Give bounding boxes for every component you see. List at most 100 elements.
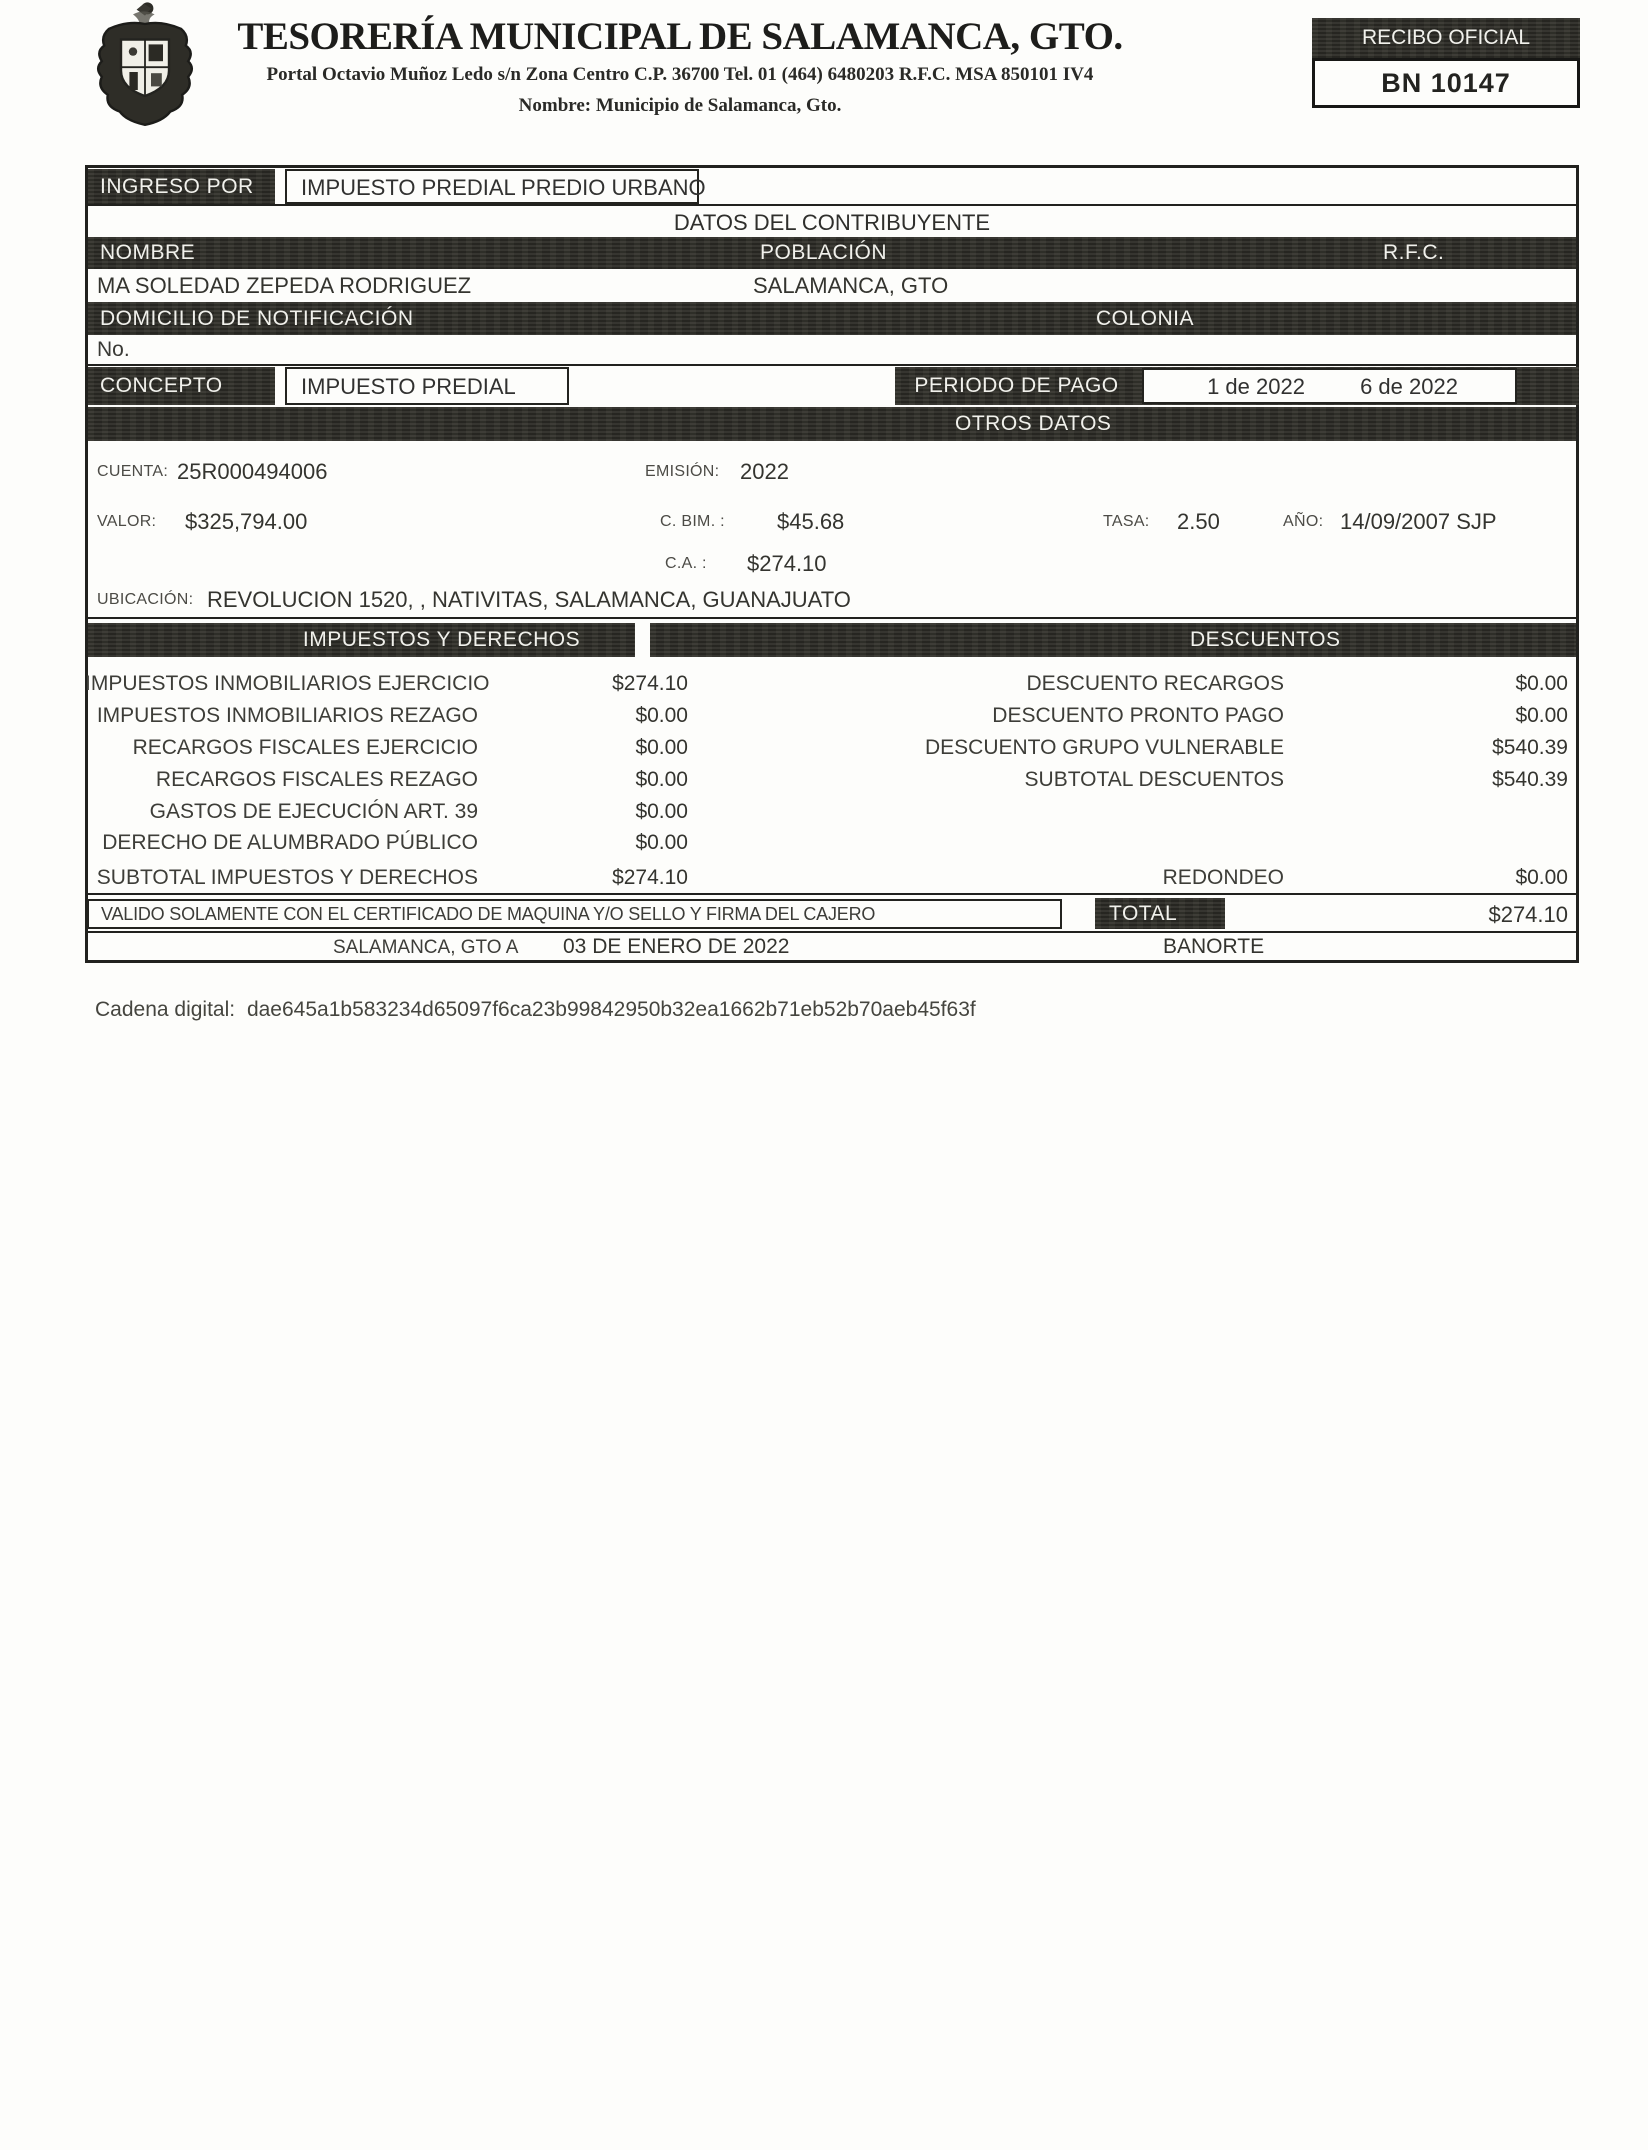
emision-label: EMISIÓN: — [645, 463, 720, 480]
contribuyente-section-title: DATOS DEL CONTRIBUYENTE — [673, 210, 991, 235]
ingreso-por-cell: INGRESO POR — [88, 169, 275, 204]
cadena-digital-value: dae645a1b583234d65097f6ca23b99842950b32e… — [246, 998, 976, 1021]
impuesto-item-value: $0.00 — [635, 768, 688, 791]
otros-datos-title: OTROS DATOS — [955, 412, 1112, 435]
impuesto-item-value: $0.00 — [635, 800, 688, 823]
total-label: TOTAL — [1109, 902, 1178, 925]
nombre-label: NOMBRE — [100, 241, 196, 264]
impuesto-item-label: RECARGOS FISCALES REZAGO — [155, 768, 478, 791]
cbim-label: C. BIM. : — [660, 513, 725, 530]
impuesto-item-label: IMPUESTOS INMOBILIARIOS EJERCICIO — [85, 672, 490, 695]
redondeo-value: $0.00 — [1515, 866, 1568, 889]
descuento-item-value: $540.39 — [1492, 736, 1568, 759]
descuentos-header-bar: DESCUENTOS — [650, 623, 1576, 657]
nombre-value: MA SOLEDAD ZEPEDA RODRIGUEZ — [97, 273, 472, 298]
descuento-item-label: DESCUENTO RECARGOS — [1026, 672, 1285, 695]
poblacion-label: POBLACIÓN — [760, 241, 888, 264]
descuento-item-value: $0.00 — [1515, 672, 1568, 695]
descuento-item-label: DESCUENTO PRONTO PAGO — [992, 704, 1284, 727]
periodo-values-cell: 1 de 2022 6 de 2022 — [1142, 368, 1517, 404]
cuenta-label: CUENTA: — [97, 463, 169, 480]
cadena-digital-line: Cadena digital: dae645a1b583234d65097f6c… — [95, 998, 976, 1022]
impuesto-item-value: $274.10 — [612, 672, 688, 695]
impuestos-section-title: IMPUESTOS Y DERECHOS — [302, 628, 581, 651]
total-value: $274.10 — [1488, 902, 1568, 927]
receipt-official-label: RECIBO OFICIAL — [1312, 18, 1580, 58]
periodo-pago-label: PERIODO DE PAGO — [914, 374, 1119, 397]
receipt-body-table: INGRESO POR IMPUESTO PREDIAL PREDIO URBA… — [85, 165, 1579, 963]
row-separator — [85, 204, 1579, 206]
impuesto-subtotal-value: $274.10 — [612, 866, 688, 889]
ingreso-por-value: IMPUESTO PREDIAL PREDIO URBANO — [301, 175, 706, 200]
ingreso-por-label: INGRESO POR — [100, 175, 254, 198]
otros-datos-content: CUENTA: 25R000494006 EMISIÓN: 2022 VALOR… — [85, 441, 1579, 617]
impuesto-subtotal-label: SUBTOTAL IMPUESTOS Y DERECHOS — [96, 866, 478, 889]
row-separator — [85, 364, 1579, 366]
header-entity-line: Nombre: Municipio de Salamanca, Gto. — [518, 95, 842, 116]
ca-value: $274.10 — [747, 551, 827, 576]
poblacion-value: SALAMANCA, GTO — [753, 273, 949, 298]
anio-value: 14/09/2007 SJP — [1340, 509, 1497, 534]
header-address-line: Portal Octavio Muñoz Ledo s/n Zona Centr… — [266, 64, 1094, 85]
periodo-pago-cell: PERIODO DE PAGO — [895, 367, 1138, 405]
banco-text: BANORTE — [1163, 935, 1265, 958]
concepto-value-cell: IMPUESTO PREDIAL — [285, 367, 569, 405]
valor-value: $325,794.00 — [185, 509, 308, 534]
domicilio-label: DOMICILIO DE NOTIFICACIÓN — [100, 307, 414, 330]
anio-label: AÑO: — [1283, 513, 1324, 530]
table-border-bottom — [85, 960, 1579, 963]
impuestos-header-bar: IMPUESTOS Y DERECHOS — [88, 623, 635, 657]
emision-value: 2022 — [740, 459, 789, 484]
colonia-label: COLONIA — [1096, 307, 1195, 330]
numero-label: No. — [97, 338, 130, 361]
ca-label: C.A. : — [665, 555, 707, 572]
coat-of-arms-icon — [97, 2, 193, 127]
descuento-item-value: $0.00 — [1515, 704, 1568, 727]
rfc-label: R.F.C. — [1383, 241, 1445, 264]
total-cell: TOTAL — [1095, 898, 1225, 929]
page-title: TESORERÍA MUNICIPAL DE SALAMANCA, GTO. — [237, 15, 1123, 58]
line-items-area: IMPUESTOS INMOBILIARIOS EJERCICIO $274.1… — [85, 657, 1579, 893]
periodo-fin-value: 6 de 2022 — [1360, 374, 1458, 399]
lugar-text: SALAMANCA, GTO A — [333, 937, 519, 958]
contribuyente-header-bar: NOMBRE POBLACIÓN R.F.C. — [88, 237, 1576, 269]
table-border-right — [1576, 165, 1579, 963]
valido-cell: VALIDO SOLAMENTE CON EL CERTIFICADO DE M… — [87, 899, 1062, 929]
impuesto-item-label: GASTOS DE EJECUCIÓN ART. 39 — [149, 800, 478, 823]
valido-text: VALIDO SOLAMENTE CON EL CERTIFICADO DE M… — [101, 904, 876, 924]
ubicacion-value: REVOLUCION 1520, , NATIVITAS, SALAMANCA,… — [207, 587, 851, 612]
concepto-cell: CONCEPTO — [88, 367, 275, 405]
impuesto-item-label: DERECHO DE ALUMBRADO PÚBLICO — [102, 831, 478, 854]
ubicacion-label: UBICACIÓN: — [97, 591, 194, 608]
descuento-subtotal-label: SUBTOTAL DESCUENTOS — [1024, 768, 1284, 791]
cbim-value: $45.68 — [777, 509, 845, 534]
row-separator — [85, 893, 1579, 895]
impuesto-item-value: $0.00 — [635, 831, 688, 854]
descuento-subtotal-value: $540.39 — [1492, 768, 1568, 791]
impuesto-item-label: RECARGOS FISCALES EJERCICIO — [132, 736, 478, 759]
row-separator — [85, 931, 1579, 933]
domicilio-header-bar: DOMICILIO DE NOTIFICACIÓN COLONIA — [88, 302, 1576, 335]
table-border-top — [85, 165, 1579, 168]
fecha-text: 03 DE ENERO DE 2022 — [563, 935, 790, 958]
concepto-value: IMPUESTO PREDIAL — [301, 374, 516, 399]
cadena-digital-label: Cadena digital: — [95, 998, 236, 1021]
impuesto-item-value: $0.00 — [635, 704, 688, 727]
impuesto-item-value: $0.00 — [635, 736, 688, 759]
valor-label: VALOR: — [97, 513, 157, 530]
concepto-label: CONCEPTO — [100, 374, 223, 397]
tasa-label: TASA: — [1103, 513, 1150, 530]
redondeo-label: REDONDEO — [1162, 866, 1284, 889]
otros-datos-bar: OTROS DATOS — [88, 407, 1576, 441]
cuenta-value: 25R000494006 — [177, 459, 328, 484]
ingreso-por-value-cell: IMPUESTO PREDIAL PREDIO URBANO — [285, 169, 706, 204]
descuentos-section-title: DESCUENTOS — [1190, 628, 1341, 651]
tasa-value: 2.50 — [1177, 509, 1220, 534]
row-separator — [85, 617, 1579, 619]
descuento-item-label: DESCUENTO GRUPO VULNERABLE — [924, 736, 1284, 759]
table-border-left — [85, 165, 88, 963]
periodo-inicio-value: 1 de 2022 — [1207, 374, 1305, 399]
official-receipt-box: RECIBO OFICIAL BN 10147 — [1312, 18, 1580, 108]
receipt-number: BN 10147 — [1312, 58, 1580, 108]
